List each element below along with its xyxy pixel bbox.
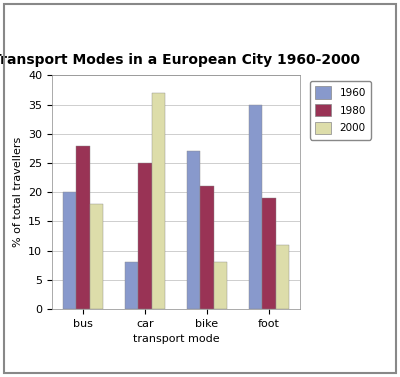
Bar [62, 192, 76, 309]
Bar [262, 198, 276, 309]
Bar [152, 93, 166, 309]
Title: Transport Modes in a European City 1960-2000: Transport Modes in a European City 1960-… [0, 53, 360, 67]
Bar [124, 262, 138, 309]
Bar [186, 152, 200, 309]
Y-axis label: % of total travellers: % of total travellers [12, 137, 22, 247]
Bar [276, 245, 290, 309]
Legend: 1960, 1980, 2000: 1960, 1980, 2000 [310, 81, 371, 139]
Bar [200, 186, 214, 309]
Bar [248, 105, 262, 309]
X-axis label: transport mode: transport mode [133, 334, 219, 345]
Bar [214, 262, 228, 309]
Bar [76, 146, 90, 309]
Bar [138, 163, 152, 309]
Bar [90, 204, 104, 309]
